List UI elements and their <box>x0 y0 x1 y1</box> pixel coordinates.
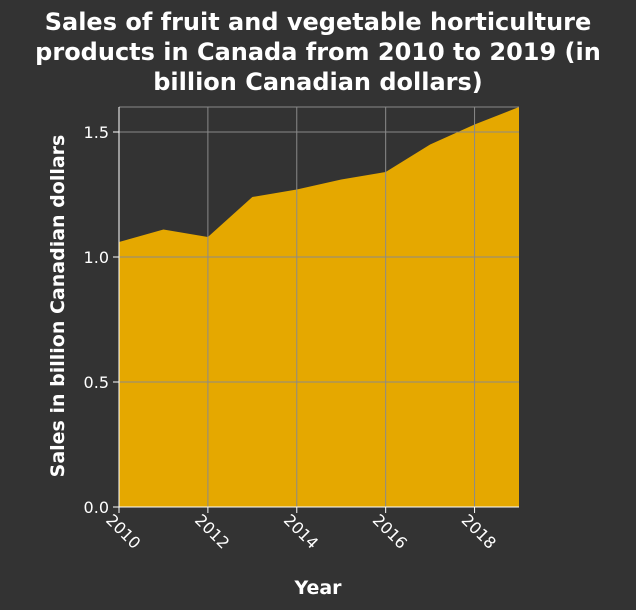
y-tick-label-1.5: 1.5 <box>84 123 109 142</box>
x-tick-label-2014: 2014 <box>280 510 322 552</box>
x-tick-label-2016: 2016 <box>369 510 411 552</box>
y-tick-label-0.0: 0.0 <box>84 498 109 517</box>
grid-lines <box>119 106 519 507</box>
area-series <box>119 107 519 507</box>
x-tick-label-2012: 2012 <box>191 510 233 552</box>
x-axis-label: Year <box>293 577 342 599</box>
chart-title-line-1: Sales of fruit and vegetable horticultur… <box>45 8 592 36</box>
y-tick-label-0.5: 0.5 <box>84 373 109 392</box>
chart-title-line-3: billion Canadian dollars) <box>153 68 483 96</box>
x-tick-label-2010: 2010 <box>102 510 144 552</box>
chart-title-line-2: products in Canada from 2010 to 2019 (in <box>35 38 601 66</box>
plot-area <box>119 107 519 507</box>
y-tick-label-1.0: 1.0 <box>84 248 109 267</box>
chart-title: Sales of fruit and vegetable horticultur… <box>35 8 601 96</box>
x-tick-label-2018: 2018 <box>458 510 500 552</box>
y-axis-label: Sales in billion Canadian dollars <box>47 135 69 478</box>
